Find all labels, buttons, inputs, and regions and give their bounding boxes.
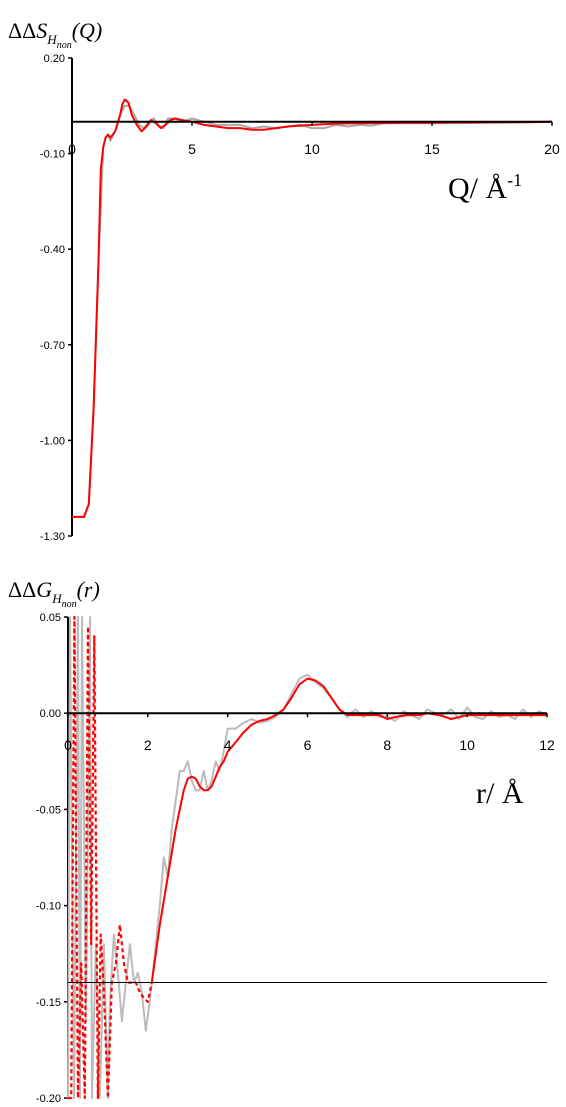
y-axis-title-part: S (36, 18, 47, 43)
chart-panel-q-space: 0.20 -0.10 -0.40 -0.70 -1.00 -1.30 0 5 10 15 20 Q/ … (8, 18, 560, 543)
y-tick-label: -0.10 (40, 149, 65, 161)
series-line-red (72, 98, 553, 518)
y-tick-label: -0.20 (36, 1093, 61, 1105)
y-axis-title: ΔΔSHnon(Q) (8, 18, 102, 51)
x-axis-title-superscript: -1 (507, 170, 522, 190)
y-axis-title-part: H (51, 591, 62, 606)
series-line-red (150, 677, 547, 983)
y-tick-label: -0.70 (40, 340, 65, 352)
series-line-red-dotted (68, 615, 153, 1100)
y-tick-label: 0.20 (44, 53, 65, 65)
x-axis-title: Q/ Å-1 (448, 170, 522, 205)
y-axis-title-part: G (36, 577, 52, 602)
y-axis-title-part: non (57, 40, 72, 51)
y-axis-title-part: ΔΔ (8, 577, 36, 602)
x-tick-label: 10 (304, 141, 320, 157)
x-tick-label: 15 (424, 141, 440, 157)
x-tick-label: 4 (224, 737, 232, 753)
x-tick-label: 0 (68, 141, 76, 157)
x-tick-label: 20 (544, 141, 560, 157)
x-tick-label: 2 (144, 737, 152, 753)
y-tick-label: -0.10 (36, 901, 61, 913)
x-tick-label: 12 (539, 737, 555, 753)
x-tick-label: 0 (64, 737, 72, 753)
y-tick-label: -1.30 (40, 531, 65, 543)
x-tick-label: 10 (459, 737, 475, 753)
y-tick-label: -0.40 (40, 244, 65, 256)
y-tick-label: 0.05 (40, 612, 61, 624)
series-line-grey (72, 104, 553, 518)
x-tick-label: 5 (188, 141, 196, 157)
y-tick-label: -0.15 (36, 997, 61, 1009)
x-tick-label: 6 (304, 737, 312, 753)
series-line-grey (67, 616, 548, 1099)
y-axis-title-part: H (46, 32, 57, 47)
y-axis-title-part: non (62, 599, 77, 610)
chart-panel-r-space: 0.05 0.00 -0.05 -0.10 -0.15 -0.20 0 2 4 6 8 10 12 r/ … (8, 577, 555, 1105)
x-tick-label: 8 (383, 737, 391, 753)
y-axis-title: ΔΔGHnon(r) (8, 577, 100, 610)
y-axis-title-part: ΔΔ (8, 18, 36, 43)
y-tick-label: -1.00 (40, 435, 65, 447)
y-tick-label: 0.00 (40, 708, 61, 720)
x-axis-title: r/ Å (476, 777, 524, 810)
y-tick-label: -0.05 (36, 804, 61, 816)
y-axis-title-part: (r) (77, 577, 100, 602)
y-axis-title-part: (Q) (72, 18, 103, 43)
